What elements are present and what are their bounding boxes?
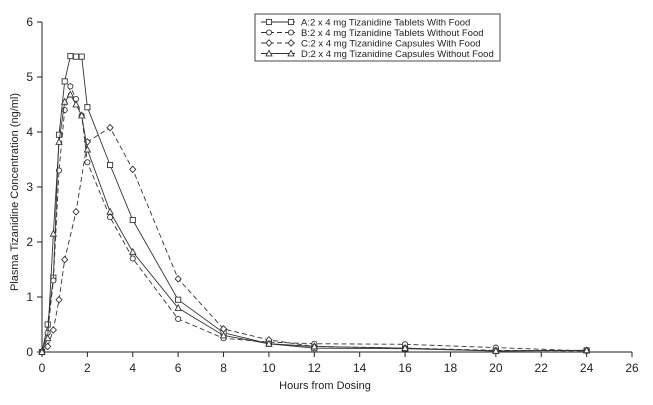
data-point <box>66 90 75 98</box>
y-axis-title: Plasma Tizanidine Concentration (ng/ml) <box>9 93 21 291</box>
data-point <box>49 326 57 334</box>
legend-marker <box>287 39 295 47</box>
data-point <box>129 165 137 174</box>
series-d <box>38 90 591 355</box>
data-point <box>72 207 80 216</box>
x-tick-label: 14 <box>353 361 367 375</box>
data-point <box>50 277 57 284</box>
data-point <box>84 159 91 166</box>
y-tick-label: 0 <box>26 345 33 359</box>
legend-label: A:2 x 4 mg Tizanidine Tablets With Food <box>301 18 470 29</box>
x-tick-label: 8 <box>220 361 227 375</box>
legend-marker <box>265 29 273 36</box>
x-tick-label: 10 <box>262 361 276 375</box>
data-point <box>55 131 63 138</box>
series-b <box>38 83 590 356</box>
legend-entry: D:2 x 4 mg Tizanidine Capsules Without F… <box>261 49 494 60</box>
series-line <box>41 55 587 353</box>
data-point <box>310 342 319 350</box>
data-point <box>43 334 52 342</box>
data-point <box>61 78 68 85</box>
data-point <box>401 343 409 351</box>
legend-marker <box>287 49 295 57</box>
data-point <box>67 83 74 90</box>
x-tick-label: 6 <box>175 361 182 375</box>
data-point <box>129 216 136 224</box>
data-point <box>106 123 114 132</box>
data-point <box>44 342 52 351</box>
legend-entry: C:2 x 4 mg Tizanidine Capsules With Food <box>261 39 481 50</box>
series-line <box>41 84 587 353</box>
data-point <box>77 111 86 119</box>
data-point <box>174 274 182 283</box>
series-c <box>38 123 591 356</box>
data-point <box>78 53 85 60</box>
data-point <box>129 247 137 255</box>
data-point <box>175 315 182 323</box>
data-point <box>83 145 92 153</box>
x-tick-label: 24 <box>580 361 594 375</box>
data-point <box>55 137 63 145</box>
legend-entry: B:2 x 4 mg Tizanidine Tablets Without Fo… <box>261 28 484 39</box>
data-point <box>49 229 58 237</box>
legend-marker <box>265 18 273 26</box>
x-tick-label: 20 <box>489 361 503 375</box>
data-point <box>72 100 80 108</box>
data-point <box>265 339 273 347</box>
y-tick-label: 2 <box>26 235 33 249</box>
legend-entry: A:2 x 4 mg Tizanidine Tablets With Food <box>261 18 470 29</box>
x-tick-label: 16 <box>398 361 412 375</box>
data-point <box>55 295 63 304</box>
data-point <box>38 347 46 355</box>
data-point <box>44 321 51 328</box>
data-point <box>174 303 182 311</box>
data-point <box>60 97 69 105</box>
y-tick-label: 5 <box>26 70 33 84</box>
series-a <box>38 53 590 356</box>
x-tick-label: 26 <box>625 361 639 375</box>
legend: A:2 x 4 mg Tizanidine Tablets With FoodB… <box>254 13 501 62</box>
legend-label: C:2 x 4 mg Tizanidine Capsules With Food <box>301 39 481 50</box>
x-tick-label: 22 <box>535 361 549 375</box>
data-point <box>61 255 69 264</box>
data-point <box>84 104 91 111</box>
y-tick-label: 4 <box>26 125 33 139</box>
legend-label: D:2 x 4 mg Tizanidine Capsules Without F… <box>301 49 494 60</box>
series-layer <box>38 53 591 356</box>
x-tick-label: 18 <box>444 361 458 375</box>
data-point <box>106 207 114 215</box>
series-line <box>41 126 587 353</box>
legend-marker <box>265 39 273 47</box>
x-tick-label: 4 <box>129 361 136 375</box>
data-point <box>72 53 80 60</box>
legend-marker <box>265 49 273 57</box>
data-point <box>582 346 591 354</box>
legend-box <box>254 13 501 62</box>
y-tick-label: 3 <box>26 180 33 194</box>
legend-marker <box>287 29 295 36</box>
y-tick-label: 1 <box>26 290 33 304</box>
y-tick-label: 6 <box>26 15 33 29</box>
legend-marker <box>287 18 295 26</box>
legend-label: B:2 x 4 mg Tizanidine Tablets Without Fo… <box>301 28 484 39</box>
data-point <box>129 255 136 262</box>
data-point <box>67 53 74 60</box>
data-point <box>219 331 228 339</box>
series-line <box>41 93 587 353</box>
data-point <box>492 346 500 354</box>
x-tick-label: 0 <box>39 361 46 375</box>
x-tick-label: 12 <box>308 361 322 375</box>
x-axis-title: Hours from Dosing <box>279 380 371 392</box>
data-point <box>175 296 182 303</box>
x-tick-label: 2 <box>84 361 91 375</box>
data-point <box>107 161 114 169</box>
